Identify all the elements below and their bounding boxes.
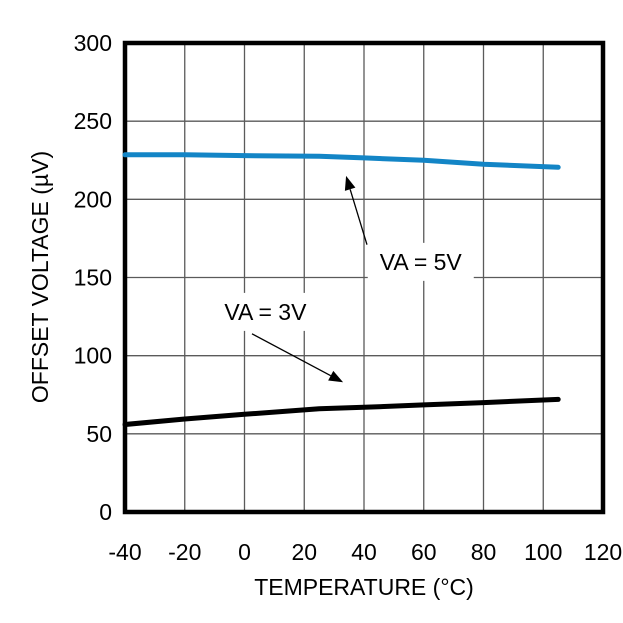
annotation-arrow-line-ann-va5: [349, 189, 368, 245]
y-tick-label: 0: [99, 499, 112, 525]
series-line-va-5v: [122, 152, 561, 170]
x-tick-label: -20: [168, 539, 201, 565]
annotation-arrow-line-ann-va3: [251, 333, 332, 377]
plot-frame: [122, 40, 606, 515]
y-tick-label: 300: [74, 30, 112, 56]
annotation-arrowhead-ann-va3: [328, 370, 344, 383]
x-tick-label: 80: [471, 539, 497, 565]
y-tick-label: 50: [86, 421, 112, 447]
annotation-arrowhead-ann-va5: [344, 175, 356, 191]
y-tick-label: 200: [74, 186, 112, 212]
x-tick-label: -40: [108, 539, 141, 565]
y-tick-label: 100: [74, 343, 112, 369]
x-tick-label: 60: [411, 539, 437, 565]
annotation-label-background-ann-va3: [212, 292, 319, 331]
x-tick-label: 40: [351, 539, 377, 565]
y-tick-label: 250: [74, 108, 112, 134]
x-tick-label: 20: [291, 539, 317, 565]
annotation-label-background-ann-va5: [367, 242, 474, 281]
annotation-label-ann-va5: VA = 5V: [380, 249, 463, 275]
x-tick-label: 0: [238, 539, 251, 565]
y-axis-title: OFFSET VOLTAGE (µV): [27, 151, 53, 403]
series-line-va-3v: [122, 396, 561, 427]
annotation-label-ann-va3: VA = 3V: [224, 299, 307, 325]
y-tick-label: 150: [74, 265, 112, 291]
x-tick-label: 120: [584, 539, 622, 565]
x-axis-title: TEMPERATURE (°C): [254, 574, 474, 600]
x-tick-label: 100: [524, 539, 562, 565]
